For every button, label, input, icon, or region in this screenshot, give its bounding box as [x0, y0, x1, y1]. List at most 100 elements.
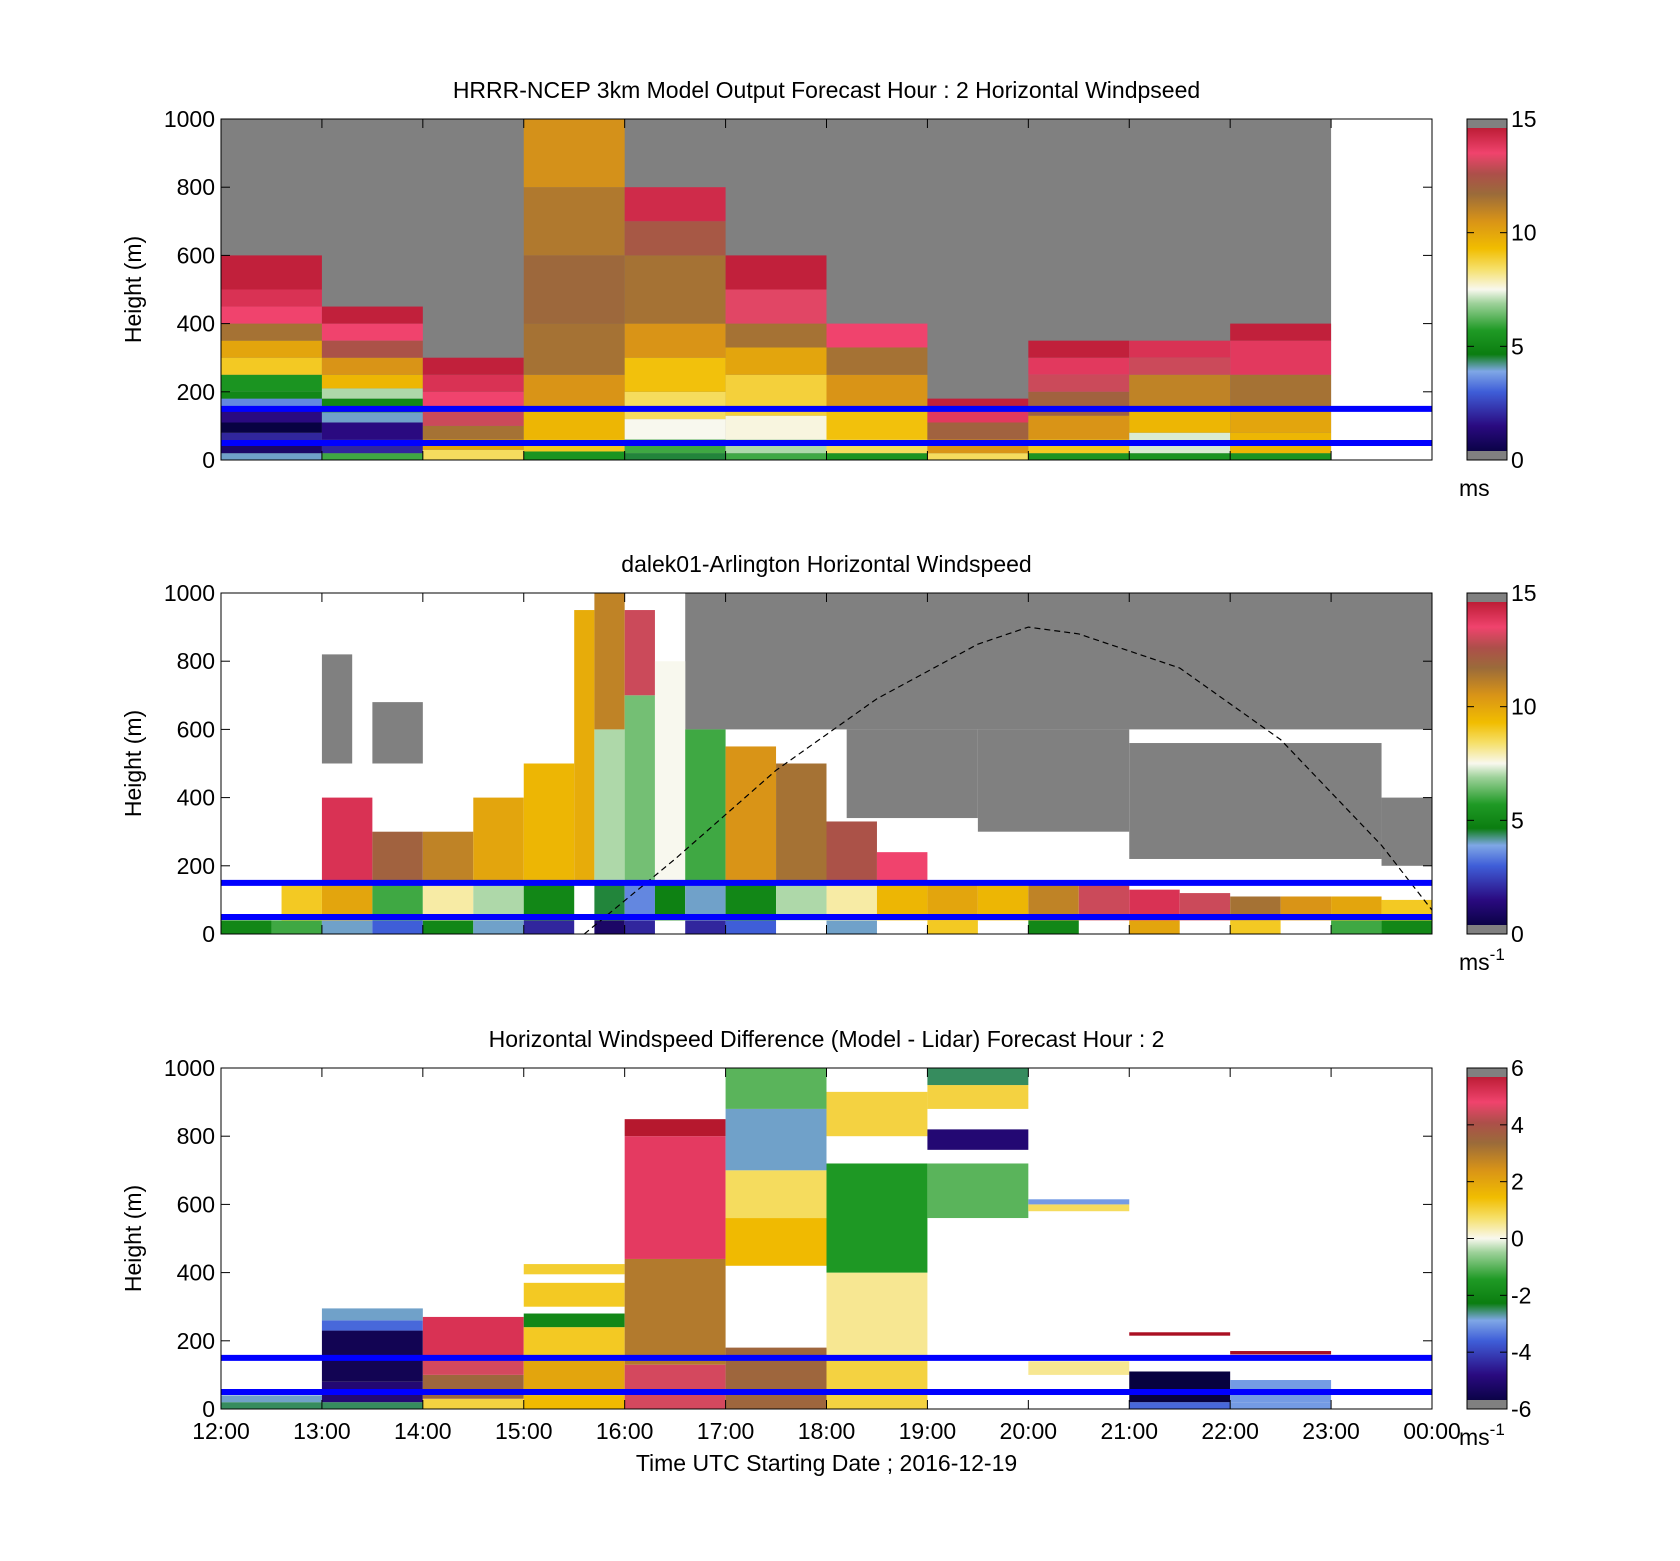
heatmap-cell: [221, 398, 322, 409]
y-tick-label: 200: [177, 853, 215, 879]
heatmap-cell: [221, 323, 322, 341]
heatmap-cell: [1028, 340, 1130, 358]
heatmap-cell: [826, 374, 928, 409]
heatmap-cell: [1230, 323, 1332, 341]
colorbar-tick-label: 6: [1511, 1055, 1524, 1081]
heatmap-cell: [685, 920, 726, 934]
panel-title: dalek01-Arlington Horizontal Windspeed: [621, 551, 1031, 577]
heatmap-cell: [321, 1308, 423, 1321]
difference-panel: 0 200 400 600 800 1000 12:00 13:00 14:00 15:00 16:…: [120, 1026, 1532, 1450]
heatmap-cell: [221, 422, 322, 433]
heatmap-cell: [1028, 1204, 1130, 1212]
colorbar-unit-base: ms: [1459, 1424, 1490, 1450]
x-tick-label: 23:00: [1302, 1418, 1360, 1444]
heatmap-cell: [1129, 1402, 1231, 1409]
x-tick-label: 00:00: [1403, 1418, 1461, 1444]
heatmap-cell: [725, 347, 827, 375]
missing-data-region: [372, 702, 423, 764]
missing-data-region: [846, 729, 978, 819]
x-axis-label: Time UTC Starting Date ; 2016-12-19: [636, 1450, 1017, 1476]
colorbar-unit: ms: [1459, 475, 1490, 501]
heatmap-cell: [523, 374, 625, 409]
x-tick-label: 21:00: [1100, 1418, 1158, 1444]
heatmap-cell: [826, 1272, 928, 1358]
y-tick-label: 1000: [164, 1055, 215, 1081]
colorbar-tick-label: 5: [1511, 333, 1524, 359]
heatmap-cell: [654, 661, 686, 883]
heatmap-cell: [523, 323, 625, 375]
missing-data-region: [1381, 797, 1432, 866]
colorbar-tick-label: 15: [1511, 106, 1537, 132]
heatmap-cell: [523, 1395, 625, 1409]
y-tick-label: 0: [202, 921, 215, 947]
y-tick-label: 800: [177, 648, 215, 674]
heatmap-cell: [624, 391, 726, 420]
heatmap-cell: [725, 1068, 827, 1109]
colorbar-missing-cap: [1467, 1400, 1507, 1409]
heatmap-cell: [1230, 453, 1332, 460]
heatmap-cell: [1230, 1402, 1332, 1409]
heatmap-cell: [422, 408, 524, 426]
x-tick-label: 22:00: [1201, 1418, 1259, 1444]
heatmap-cell: [927, 1068, 1029, 1086]
heatmap-cell: [1230, 920, 1281, 934]
heatmap-cell: [1230, 374, 1332, 409]
heatmap-cell: [321, 453, 423, 460]
heatmap-cell: [321, 1402, 423, 1409]
x-tick-label: 17:00: [697, 1418, 755, 1444]
heatmap-cell: [1028, 453, 1130, 460]
y-tick-label: 1000: [164, 106, 215, 132]
colorbar: [1466, 592, 1508, 935]
heatmap-cell: [624, 1136, 726, 1259]
heatmap-cell: [321, 340, 423, 358]
heatmap-cell: [927, 1163, 1029, 1219]
colorbar-tick-label: -2: [1511, 1282, 1531, 1308]
heatmap-cell: [422, 357, 524, 375]
heatmap-cell: [221, 306, 322, 324]
heatmap-cell: [1028, 1361, 1130, 1375]
heatmap-cell: [473, 797, 524, 883]
heatmap-cell: [523, 255, 625, 324]
heatmap-cell: [372, 920, 423, 934]
heatmap-cell: [1230, 340, 1332, 375]
colorbar-tick-label: 10: [1511, 694, 1537, 720]
y-axis-label: Height (m): [120, 236, 146, 343]
colorbar-unit: ms-1: [1459, 1420, 1505, 1450]
colorbar-tick-label: 0: [1511, 921, 1524, 947]
y-axis-label: Height (m): [120, 1185, 146, 1292]
heatmap-cell: [826, 821, 877, 883]
missing-data-region: [977, 729, 1130, 832]
colorbar-missing-cap: [1467, 451, 1507, 460]
heatmap-cell: [594, 729, 625, 883]
heatmap-cell: [594, 920, 625, 934]
missing-data-region: [1129, 743, 1382, 859]
heatmap-cell: [523, 119, 625, 188]
x-tick-label: 13:00: [293, 1418, 351, 1444]
colorbar-unit-exponent: -1: [1490, 1420, 1505, 1439]
y-tick-label: 400: [177, 785, 215, 811]
heatmap-cell: [624, 695, 655, 883]
heatmap-cell: [1028, 1199, 1130, 1205]
heatmap-cell: [1028, 415, 1130, 440]
missing-data-region: [685, 593, 1432, 730]
y-axis-label: Height (m): [120, 710, 146, 817]
heatmap-cell: [826, 453, 928, 460]
colorbar-tick-label: -6: [1511, 1396, 1531, 1422]
heatmap-cell: [422, 831, 474, 883]
colorbar-tick-label: 0: [1511, 447, 1524, 473]
colorbar-missing-cap: [1467, 1068, 1507, 1077]
x-tick-label: 12:00: [192, 1418, 250, 1444]
x-tick-label: 16:00: [596, 1418, 654, 1444]
heatmap-cell: [422, 391, 524, 409]
y-tick-label: 800: [177, 1123, 215, 1149]
y-tick-label: 1000: [164, 580, 215, 606]
colorbar-missing-cap: [1467, 593, 1507, 602]
colorbar-missing-cap: [1467, 119, 1507, 128]
heatmap-cell: [523, 1282, 625, 1307]
lidar-windspeed-panel: 0 200 400 600 800 1000 0 5 10 15 dalek01-Arlington…: [120, 551, 1537, 975]
heatmap-cell: [1028, 357, 1130, 375]
heatmap-cell: [624, 323, 726, 358]
heatmap-cell: [372, 831, 423, 883]
heatmap-cell: [221, 255, 322, 290]
y-tick-label: 800: [177, 174, 215, 200]
